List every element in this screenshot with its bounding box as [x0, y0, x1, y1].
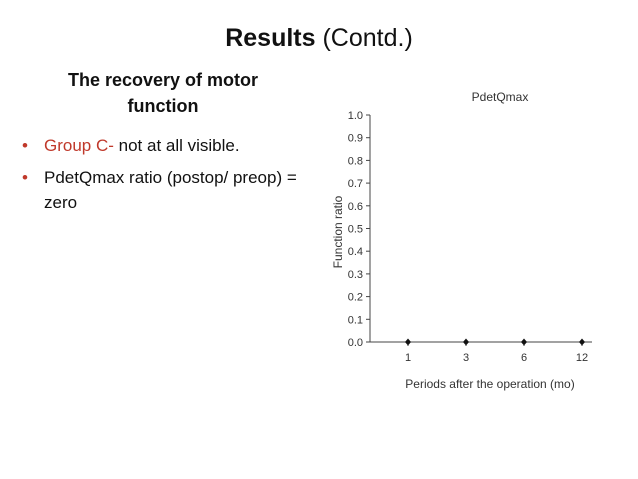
chart: PdetQmax 0.0 0.1 0.2 0.3 0.4 0.5 0.6 0.7 0.8 0.9 1… — [331, 90, 592, 391]
y-tick-label: 0.2 — [348, 292, 363, 304]
y-tick-label: 0.3 — [348, 269, 363, 281]
slide-title-bold: Results — [225, 24, 316, 52]
data-point — [405, 338, 411, 346]
slide-title-rest: (Contd.) — [315, 24, 413, 52]
slide-title: Results (Contd.) — [0, 24, 638, 53]
x-tick-label: 3 — [463, 352, 469, 364]
y-tick-label: 0.6 — [348, 201, 363, 213]
data-point — [521, 338, 527, 346]
y-tick-label: 0.4 — [348, 246, 363, 258]
subheading: The recovery of motor function — [67, 70, 259, 116]
bullet-icon: • — [22, 168, 28, 187]
y-tick-label: 0.5 — [348, 224, 363, 236]
bullet-text: PdetQmax ratio (postop/ preop) = zero — [44, 168, 297, 212]
bullet-list: • Group C- not at all visible. • PdetQma… — [22, 133, 322, 222]
chart-ylabel: Function ratio — [331, 195, 345, 268]
chart-xlabel: Periods after the operation (mo) — [405, 377, 574, 391]
bullet-icon: • — [22, 136, 28, 155]
y-tick-label: 0.1 — [348, 314, 363, 326]
data-point — [579, 338, 585, 346]
plot-area: 0.0 0.1 0.2 0.3 0.4 0.5 0.6 0.7 0.8 0.9 1.0 1 3 6 12 — [348, 110, 592, 364]
y-tick-label: 0.8 — [348, 155, 363, 167]
y-tick-label: 0.9 — [348, 133, 363, 145]
x-tick-label: 12 — [576, 352, 588, 364]
bullet-text: not at all visible. — [113, 136, 240, 155]
data-point — [463, 338, 469, 346]
y-tick-label: 0.0 — [348, 337, 363, 349]
x-tick-label: 6 — [521, 352, 527, 364]
bullet-item: • Group C- not at all visible. — [22, 133, 322, 158]
chart-title: PdetQmax — [472, 90, 529, 104]
y-tick-label: 0.7 — [348, 178, 363, 190]
y-tick-label: 1.0 — [348, 110, 363, 122]
bullet-prefix: Group C- — [44, 136, 114, 155]
bullet-item: • PdetQmax ratio (postop/ preop) = zero — [22, 165, 322, 215]
x-tick-label: 1 — [405, 352, 411, 364]
